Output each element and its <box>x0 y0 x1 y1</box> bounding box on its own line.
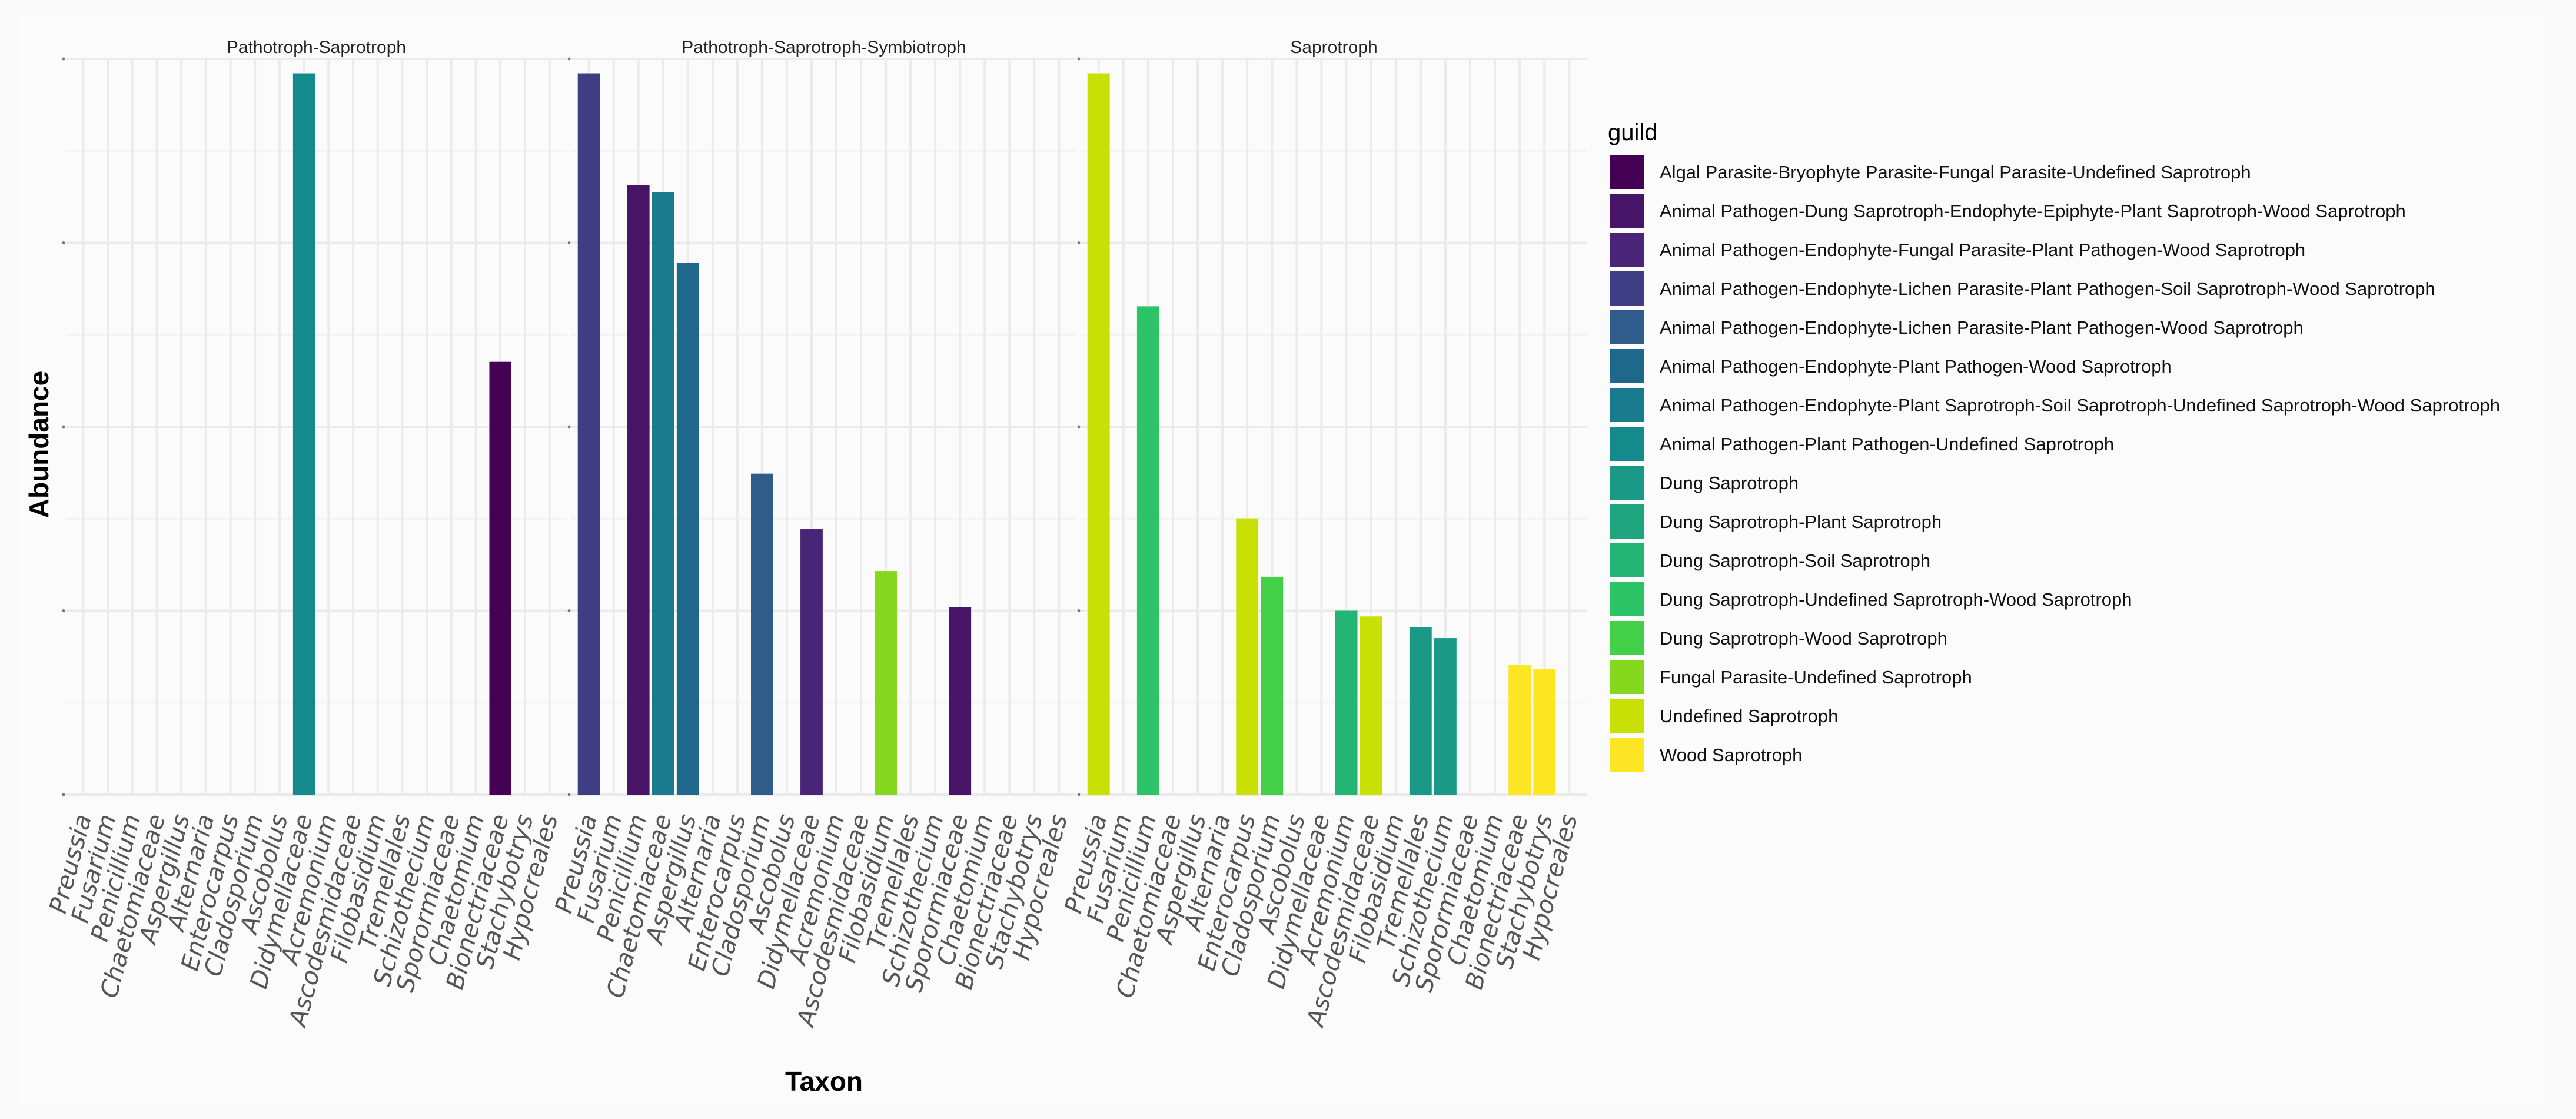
legend-item: Wood Saprotroph <box>1610 738 1802 772</box>
y-tick-mark <box>62 793 65 796</box>
y-tick-mark <box>62 609 65 612</box>
bar-stachybotrys <box>1533 669 1556 795</box>
legend-item: Animal Pathogen-Dung Saprotroph-Endophyt… <box>1610 194 2406 228</box>
bar-schizothecium <box>1434 638 1457 795</box>
legend-swatch <box>1610 699 1644 733</box>
bar-penicillium <box>1136 306 1159 795</box>
bar-acremonium <box>1335 610 1358 795</box>
legend-label: Undefined Saprotroph <box>1660 706 1838 726</box>
legend-swatch <box>1610 427 1644 461</box>
bar-enterocarpus <box>1236 518 1259 795</box>
legend-item: Dung Saprotroph-Undefined Saprotroph-Woo… <box>1610 582 2132 616</box>
legend-label: Dung Saprotroph-Soil Saprotroph <box>1660 550 1930 571</box>
legend-item: Dung Saprotroph-Plant Saprotroph <box>1610 504 1942 539</box>
bar-chaetomiaceae <box>652 192 674 795</box>
legend-label: Dung Saprotroph <box>1660 473 1799 493</box>
legend-label: Dung Saprotroph-Undefined Saprotroph-Woo… <box>1660 589 2132 610</box>
facet-title: Saprotroph <box>1290 38 1377 57</box>
bar-penicillium <box>627 185 650 795</box>
legend-label: Animal Pathogen-Dung Saprotroph-Endophyt… <box>1660 201 2406 221</box>
y-tick-mark <box>567 241 571 244</box>
legend-swatch <box>1610 310 1644 344</box>
y-tick-mark <box>62 241 65 244</box>
y-axis-title: Abundance <box>24 371 54 518</box>
y-tick-mark <box>1077 425 1081 429</box>
legend-item: Undefined Saprotroph <box>1610 699 1838 733</box>
legend-swatch <box>1610 349 1644 383</box>
bar-cladosporium <box>750 473 773 795</box>
legend-swatch <box>1610 233 1644 267</box>
y-tick-mark <box>1077 609 1081 612</box>
x-axis-title: Taxon <box>785 1066 863 1097</box>
y-tick-mark <box>567 793 571 796</box>
bar-aspergillus <box>676 263 699 795</box>
bar-filobasidium <box>875 571 898 795</box>
legend-item: Animal Pathogen-Endophyte-Lichen Parasit… <box>1610 310 2304 344</box>
y-tick-mark <box>1077 793 1081 796</box>
facet-title: Pathotroph-Saprotroph-Symbiotroph <box>682 38 966 57</box>
bar-preussia <box>577 73 600 795</box>
y-tick-mark <box>62 425 65 429</box>
y-tick-mark <box>567 609 571 612</box>
y-tick-mark <box>1077 57 1081 61</box>
bar-cladosporium <box>1261 576 1284 795</box>
y-tick-mark <box>567 57 571 61</box>
legend-swatch <box>1610 155 1644 189</box>
bar-sporormiaceae <box>949 607 972 795</box>
y-tick-mark <box>567 425 571 429</box>
legend-label: Wood Saprotroph <box>1660 745 1802 765</box>
facet-title: Pathotroph-Saprotroph <box>227 38 406 57</box>
legend: guild Algal Parasite-Bryophyte Parasite-… <box>1608 119 2500 772</box>
legend-item: Dung Saprotroph-Soil Saprotroph <box>1610 543 1930 577</box>
legend-item: Animal Pathogen-Endophyte-Lichen Parasit… <box>1610 271 2435 306</box>
legend-swatch <box>1610 388 1644 422</box>
legend-label: Animal Pathogen-Endophyte-Plant Pathogen… <box>1660 356 2172 377</box>
legend-label: Animal Pathogen-Plant Pathogen-Undefined… <box>1660 434 2114 454</box>
legend-swatch <box>1610 660 1644 694</box>
legend-item: Fungal Parasite-Undefined Saprotroph <box>1610 660 1972 694</box>
bar-didymellaceae <box>800 529 823 795</box>
legend-label: Dung Saprotroph-Wood Saprotroph <box>1660 628 1947 649</box>
bar-tremellales <box>1409 627 1432 795</box>
legend-item: Algal Parasite-Bryophyte Parasite-Fungal… <box>1610 155 2251 189</box>
legend-label: Animal Pathogen-Endophyte-Plant Saprotro… <box>1660 395 2500 416</box>
bar-preussia <box>1087 73 1110 795</box>
legend-label: Animal Pathogen-Endophyte-Lichen Parasit… <box>1660 317 2304 338</box>
bar-bionectriaceae <box>489 361 512 795</box>
legend-item: Dung Saprotroph-Wood Saprotroph <box>1610 621 1947 655</box>
legend-item: Animal Pathogen-Endophyte-Fungal Parasit… <box>1610 233 2305 267</box>
legend-item: Dung Saprotroph <box>1610 466 1799 500</box>
facet-panel-3: SaprotrophPreussiaFusariumPenicilliumCha… <box>1059 38 1587 1031</box>
legend-swatch <box>1610 621 1644 655</box>
legend-label: Animal Pathogen-Endophyte-Lichen Parasit… <box>1660 278 2435 299</box>
legend-swatch <box>1610 738 1644 772</box>
legend-item: Animal Pathogen-Endophyte-Plant Saprotro… <box>1610 388 2500 422</box>
y-tick-mark <box>1077 241 1081 244</box>
legend-label: Fungal Parasite-Undefined Saprotroph <box>1660 667 1972 688</box>
legend-swatch <box>1610 504 1644 539</box>
legend-label: Dung Saprotroph-Plant Saprotroph <box>1660 512 1942 532</box>
bar-bionectriaceae <box>1508 665 1531 795</box>
legend-label: Animal Pathogen-Endophyte-Fungal Parasit… <box>1660 240 2305 260</box>
bar-didymellaceae <box>292 73 315 795</box>
legend-swatch <box>1610 194 1644 228</box>
legend-swatch <box>1610 271 1644 306</box>
plot-background <box>18 13 2548 1108</box>
legend-swatch <box>1610 543 1644 577</box>
legend-title: guild <box>1608 119 1658 145</box>
legend-item: Animal Pathogen-Endophyte-Plant Pathogen… <box>1610 349 2172 383</box>
legend-swatch <box>1610 582 1644 616</box>
legend-swatch <box>1610 466 1644 500</box>
bar-ascodesmidaceae <box>1360 616 1382 795</box>
legend-label: Algal Parasite-Bryophyte Parasite-Fungal… <box>1660 162 2251 182</box>
y-tick-mark <box>62 57 65 61</box>
legend-item: Animal Pathogen-Plant Pathogen-Undefined… <box>1610 427 2114 461</box>
